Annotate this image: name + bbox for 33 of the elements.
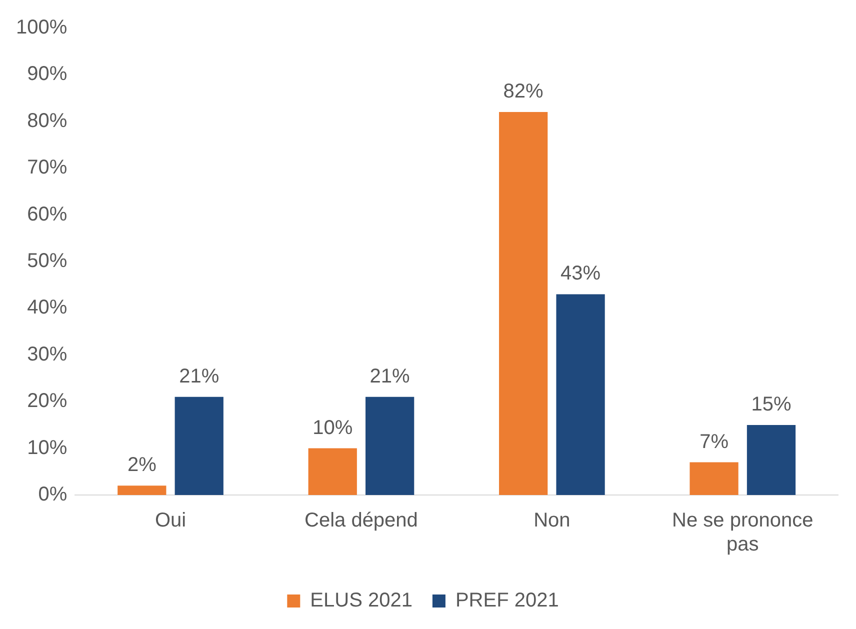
legend-label: PREF 2021 [455, 590, 559, 612]
y-tick-label: 0% [38, 484, 68, 506]
data-label: 43% [560, 262, 601, 285]
y-tick-label: 100% [16, 16, 68, 39]
y-tick-label: 90% [27, 63, 68, 86]
x-tick-label: Ne se prononce pas [672, 510, 814, 556]
bar [366, 396, 414, 495]
bar [746, 424, 796, 495]
bar [174, 396, 224, 495]
bar [690, 462, 738, 495]
data-label: 21% [179, 365, 220, 388]
x-tick-label: Oui [154, 510, 186, 532]
bar [118, 486, 166, 495]
data-label: 7% [700, 430, 729, 453]
data-label: 82% [503, 80, 544, 103]
y-tick-label: 20% [27, 390, 68, 412]
y-tick-label: 50% [27, 250, 68, 272]
y-tick-label: 10% [27, 436, 68, 459]
bar [308, 448, 357, 495]
y-tick-label: 40% [27, 296, 68, 319]
bar [556, 294, 605, 495]
y-tick-label: 30% [27, 343, 68, 366]
data-label: 10% [312, 416, 353, 439]
y-tick-label: 60% [27, 203, 68, 226]
legend-label: ELUS 2021 [310, 590, 412, 612]
data-label: 21% [370, 365, 410, 388]
x-tick-label: Cela dépend [304, 510, 418, 532]
y-tick-label: 70% [27, 156, 68, 179]
data-label: 2% [127, 454, 157, 476]
data-label: 15% [751, 393, 792, 416]
bar [499, 112, 548, 495]
y-tick-label: 80% [27, 110, 68, 132]
x-tick-label: Non [534, 510, 570, 532]
